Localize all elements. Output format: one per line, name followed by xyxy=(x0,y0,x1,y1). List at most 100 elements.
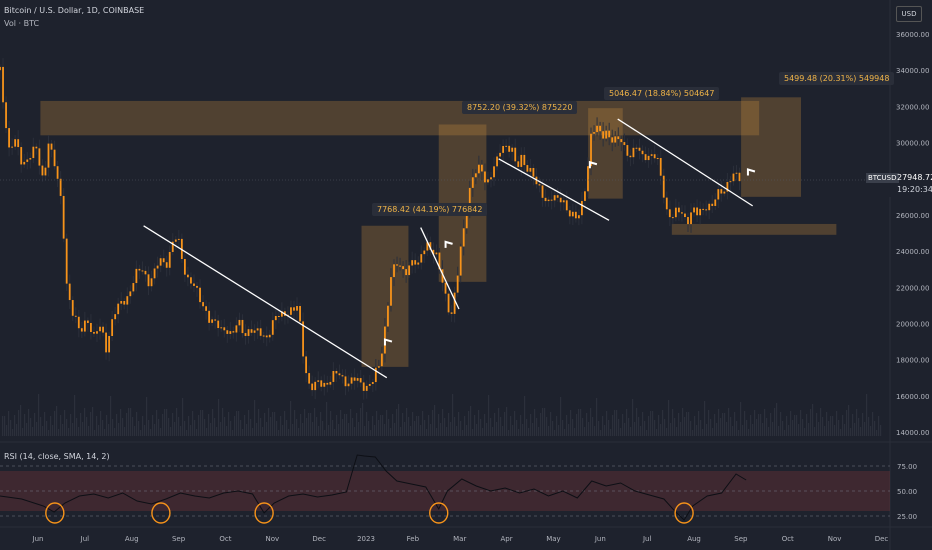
volume-bar xyxy=(500,417,502,436)
volume-bar xyxy=(542,408,544,436)
volume-bar xyxy=(224,417,226,436)
x-tick-label-4: Oct xyxy=(219,535,231,543)
candle-body xyxy=(665,197,668,210)
y-tick-label-10: 16000.00 xyxy=(896,393,929,401)
volume-bar xyxy=(350,409,352,436)
y-tick-label-11: 14000.00 xyxy=(896,429,929,437)
volume-bar xyxy=(844,424,846,436)
volume-bar xyxy=(622,414,624,436)
candle-body xyxy=(308,373,311,384)
trendline-1 xyxy=(420,227,460,310)
candle-body xyxy=(690,212,692,225)
candle-body xyxy=(214,319,217,321)
currency-button[interactable]: USD xyxy=(896,6,922,22)
volume-bar xyxy=(34,413,36,436)
volume-bar xyxy=(42,426,44,436)
volume-bar xyxy=(690,421,692,436)
volume-bar xyxy=(748,429,750,436)
volume-bar xyxy=(296,419,298,436)
volume-bar xyxy=(354,427,356,436)
volume-bar xyxy=(426,429,428,436)
volume-bar xyxy=(86,417,88,436)
volume-bar xyxy=(90,412,92,436)
candle-body xyxy=(659,158,662,176)
volume-bar xyxy=(470,406,472,436)
volume-bar xyxy=(546,417,548,436)
candle-body xyxy=(559,197,562,203)
volume-bar xyxy=(64,410,66,436)
candle-body xyxy=(238,319,241,326)
volume-bar xyxy=(338,424,340,436)
volume-bar xyxy=(782,421,784,436)
volume-bar xyxy=(22,428,24,436)
candle-body xyxy=(565,200,568,211)
volume-bar xyxy=(646,430,648,436)
volume-bar xyxy=(656,429,658,436)
candle-body xyxy=(408,265,411,276)
candle-body xyxy=(262,335,265,337)
volume-bar xyxy=(610,429,612,436)
last-price-value: 27948.72 xyxy=(897,173,932,182)
candle-body xyxy=(20,147,23,165)
volume-bar xyxy=(670,423,672,436)
volume-bar xyxy=(290,401,292,436)
candle-body xyxy=(614,136,617,143)
volume-bar xyxy=(246,424,248,436)
volume-bar xyxy=(564,429,566,436)
volume-bar xyxy=(424,420,426,436)
candle-body xyxy=(581,200,583,216)
volume-bar xyxy=(506,407,508,436)
volume-bar xyxy=(96,416,98,436)
candle-body xyxy=(444,282,447,294)
volume-bar xyxy=(572,419,574,436)
volume-bar xyxy=(386,410,388,436)
volume-bar xyxy=(478,410,480,436)
volume-bar xyxy=(598,421,600,436)
volume-bar xyxy=(40,417,42,436)
volume-bar xyxy=(402,413,404,436)
volume-bar xyxy=(408,417,410,436)
candle-body xyxy=(450,312,453,314)
volume-bar xyxy=(284,411,286,436)
volume-bar xyxy=(854,423,856,436)
candle-body xyxy=(111,319,114,337)
candle-body xyxy=(505,145,508,147)
candle-body xyxy=(153,268,156,279)
volume-bar xyxy=(36,422,38,436)
volume-bar xyxy=(116,414,118,436)
volume-bar xyxy=(774,408,776,436)
candle-body xyxy=(356,378,359,381)
volume-bar xyxy=(148,420,150,436)
volume-bar xyxy=(356,413,358,436)
candle-body xyxy=(59,178,62,196)
volume-bar xyxy=(730,417,732,436)
volume-bar xyxy=(524,396,526,436)
volume-bar xyxy=(832,416,834,436)
volume-bar xyxy=(372,416,374,436)
last-price-symbol: BTCUSD xyxy=(866,173,899,183)
candle-body xyxy=(674,207,677,218)
volume-bar xyxy=(616,410,618,436)
volume-bar xyxy=(860,427,862,436)
volume-bar xyxy=(468,411,470,436)
zone-rect-4 xyxy=(741,97,801,197)
volume-bar xyxy=(288,429,290,436)
candle-body xyxy=(80,328,83,332)
volume-bar xyxy=(430,424,432,436)
candle-body xyxy=(390,277,392,306)
volume-bar xyxy=(452,394,454,436)
volume-bar xyxy=(776,403,778,436)
x-tick-label-3: Sep xyxy=(172,535,186,543)
candle-body xyxy=(650,154,653,156)
candle-body xyxy=(202,302,204,307)
candle-body xyxy=(687,217,689,225)
candle-body xyxy=(617,136,620,140)
volume-bar xyxy=(438,414,440,436)
volume-bar xyxy=(366,412,368,436)
x-tick-label-12: Jun xyxy=(594,535,606,543)
volume-bar xyxy=(204,419,206,436)
x-tick-label-7: 2023 xyxy=(357,535,375,543)
candle-body xyxy=(496,156,498,167)
candle-body xyxy=(335,371,338,374)
